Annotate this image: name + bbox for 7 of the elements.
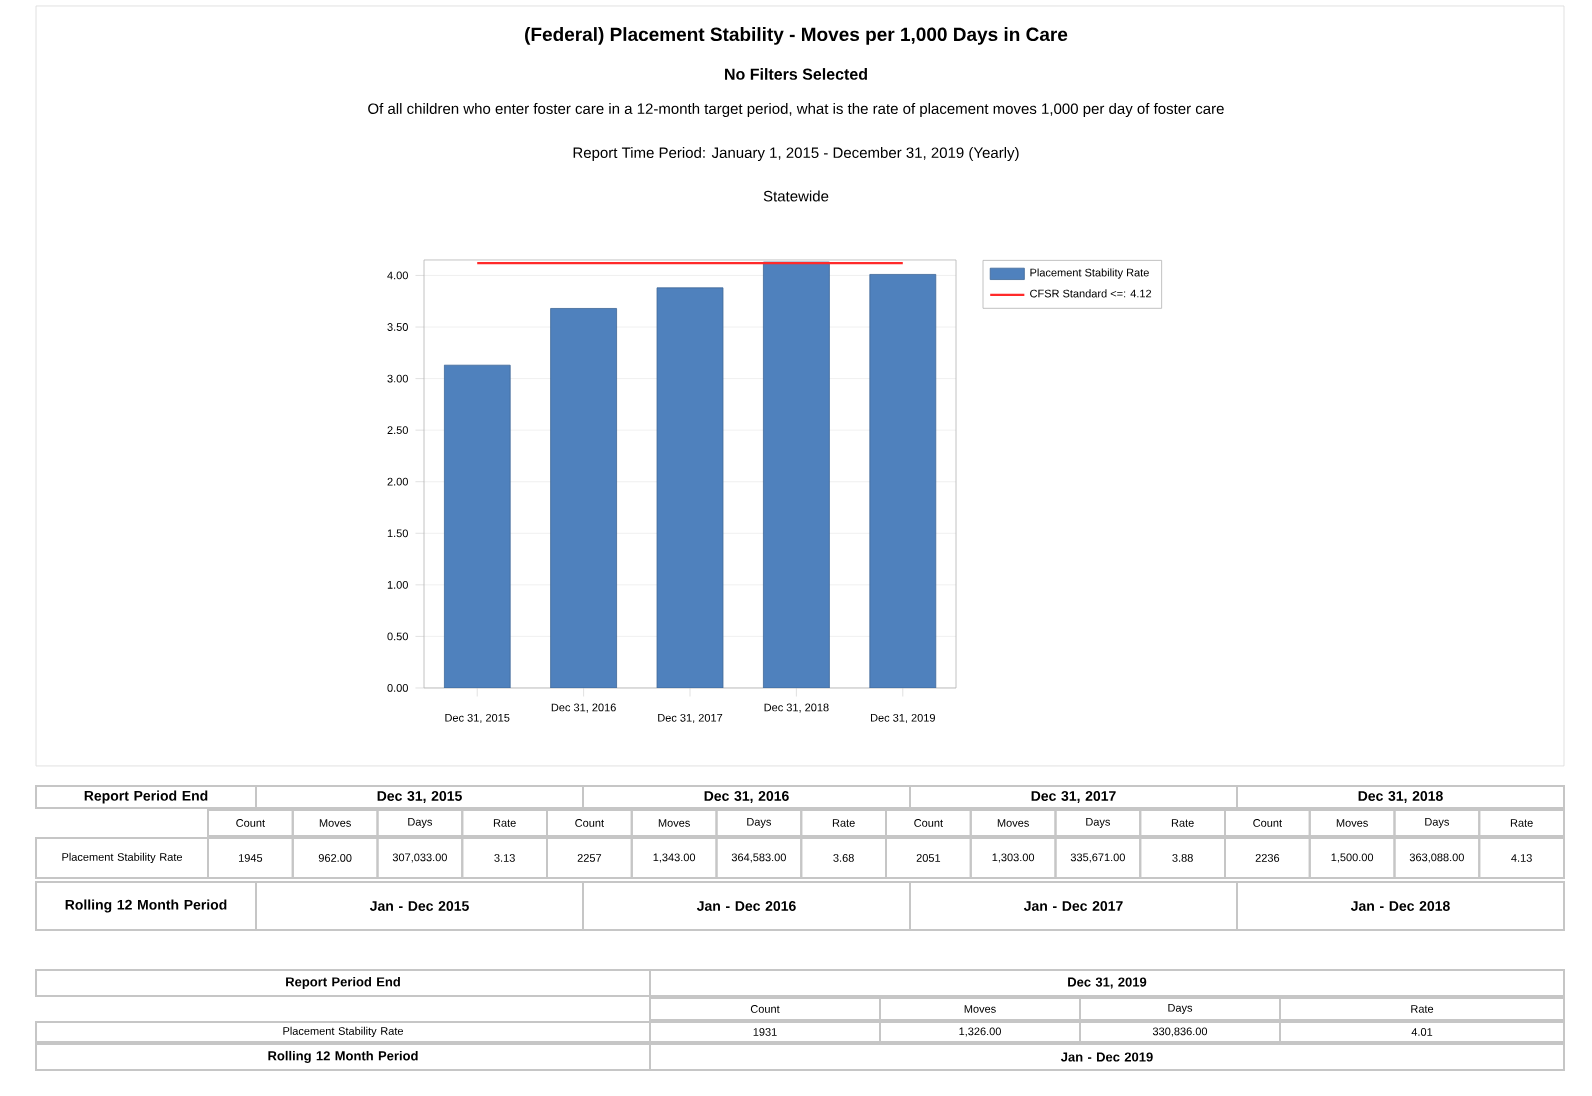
bar: [443, 364, 511, 688]
chart-title: (Federal) Placement Stability - Moves per 1,000 Days in Care: [525, 27, 1068, 45]
chart-subtitle: No Filters Selected: [725, 68, 867, 80]
bar: [869, 274, 937, 688]
bar: [763, 261, 830, 688]
bar: [550, 308, 617, 688]
bar: [656, 287, 724, 688]
